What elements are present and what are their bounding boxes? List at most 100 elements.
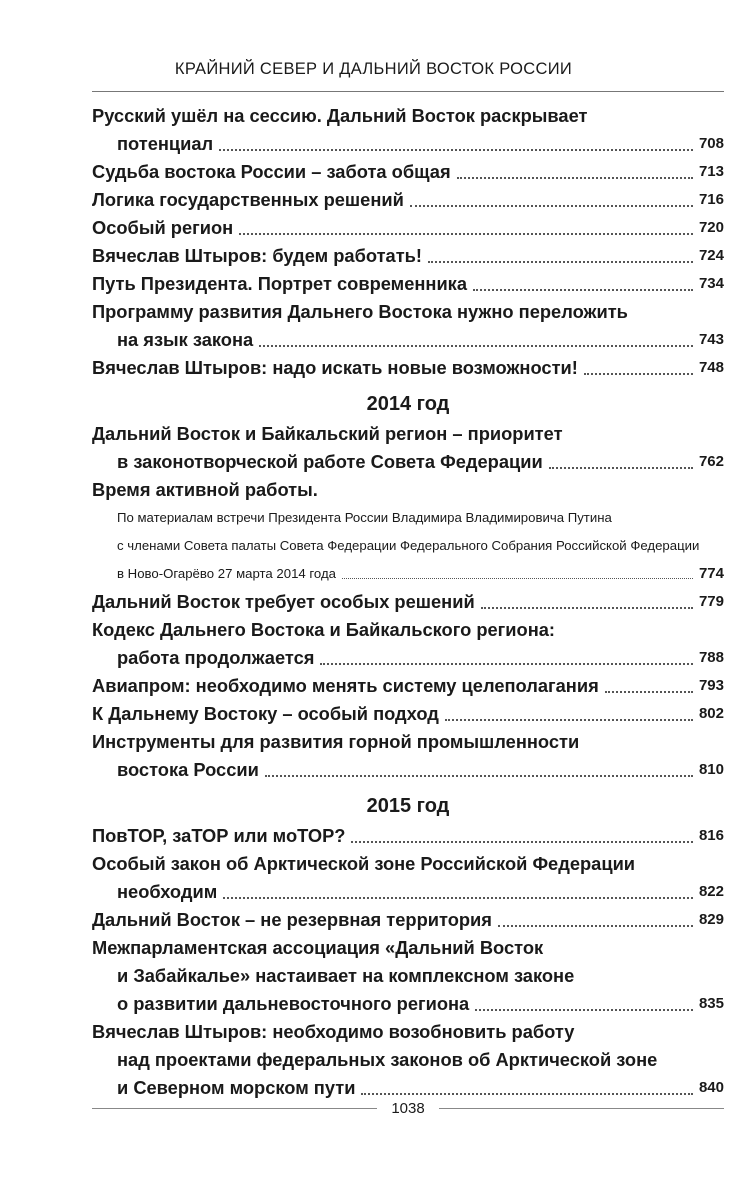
toc-entry[interactable]: ПовТОР, заТОР или моТОР? 816 <box>92 822 724 850</box>
entry-title-text: работа продолжается <box>117 647 315 668</box>
entry-title-text: Особый закон об Арктической зоне Российс… <box>92 853 636 874</box>
dot-leader <box>444 700 693 721</box>
toc-entry[interactable]: Кодекс Дальнего Востока и Байкальского р… <box>92 616 724 672</box>
toc-entry[interactable]: Судьба востока России – забота общая 713 <box>92 158 724 186</box>
dot-leader <box>259 326 693 347</box>
entry-title-text: Вячеслав Штыров: надо искать новые возмо… <box>92 357 578 378</box>
entry-title-line: работа продолжается 788 <box>92 644 724 672</box>
entry-title-text: и Северном морском пути <box>117 1077 356 1098</box>
entry-page-number: 788 <box>698 649 724 666</box>
running-header: КРАЙНИЙ СЕВЕР И ДАЛЬНИЙ ВОСТОК РОССИИ <box>174 60 573 78</box>
toc-entry[interactable]: Особый регион 720 <box>92 214 724 242</box>
entry-title-text: Русский ушёл на сессию. Дальний Восток р… <box>92 105 588 126</box>
entry-title-line: Судьба востока России – забота общая 713 <box>92 158 724 186</box>
toc-entry[interactable]: Вячеслав Штыров: надо искать новые возмо… <box>92 354 724 382</box>
dot-leader <box>409 186 693 207</box>
toc-entry[interactable]: Особый закон об Арктической зоне Российс… <box>92 850 724 906</box>
entry-title-line: Вячеслав Штыров: будем работать! 724 <box>92 242 724 270</box>
entry-page-number: 748 <box>698 359 724 376</box>
toc-entry[interactable]: Вячеслав Штыров: необходимо возобновить … <box>92 1018 724 1102</box>
entry-title-text: на язык закона <box>117 329 254 350</box>
entry-title-line: Особый регион 720 <box>92 214 724 242</box>
entry-page-number: 713 <box>698 163 724 180</box>
page-footer: 1038 <box>92 1100 724 1117</box>
entry-title-line: востока России 810 <box>92 756 724 784</box>
entry-page-number: 840 <box>698 1079 724 1096</box>
year-heading: 2015 год <box>366 795 450 817</box>
toc-entry[interactable]: Путь Президента. Портрет современника 734 <box>92 270 724 298</box>
entry-title-text: востока России <box>117 759 259 780</box>
dot-leader <box>264 756 693 777</box>
dot-leader <box>219 130 693 151</box>
entry-title-text: К Дальнему Востоку – особый подход <box>92 703 439 724</box>
entry-title-line: Время активной работы. <box>92 476 724 504</box>
entry-title-text: Дальний Восток требует особых решений <box>92 591 475 612</box>
entry-title-line: необходим 822 <box>92 878 724 906</box>
page-number: 1038 <box>391 1100 425 1117</box>
entry-subtitle-text: с членами Совета палаты Совета Федерации… <box>117 538 700 553</box>
entry-page-number: 743 <box>698 331 724 348</box>
toc-entry[interactable]: Межпарламентская ассоциация «Дальний Вос… <box>92 934 724 1018</box>
entry-subtitle-line: По материалам встречи Президента России … <box>92 504 724 532</box>
entry-title-line: Межпарламентская ассоциация «Дальний Вос… <box>92 934 724 962</box>
entry-title-text: Путь Президента. Портрет современника <box>92 273 467 294</box>
table-of-contents: Русский ушёл на сессию. Дальний Восток р… <box>92 102 724 1102</box>
entry-title-line: Вячеслав Штыров: необходимо возобновить … <box>92 1018 724 1046</box>
toc-entry[interactable]: К Дальнему Востоку – особый подход 802 <box>92 700 724 728</box>
entry-subtitle-line: с членами Совета палаты Совета Федерации… <box>92 532 724 560</box>
toc-entry[interactable]: Дальний Восток – не резервная территория… <box>92 906 724 934</box>
toc-entry[interactable]: Инструменты для развития горной промышле… <box>92 728 724 784</box>
entry-page-number: 829 <box>698 911 724 928</box>
dot-leader <box>239 214 693 235</box>
year-heading: 2014 год <box>366 393 450 415</box>
entry-title-text: над проектами федеральных законов об Арк… <box>117 1049 658 1070</box>
entry-page-number: 716 <box>698 191 724 208</box>
entry-title-line: Программу развития Дальнего Востока нужн… <box>92 298 724 326</box>
entry-title-text: Судьба востока России – забота общая <box>92 161 451 182</box>
entry-title-text: Дальний Восток – не резервная территория <box>92 909 492 930</box>
entry-page-number: 835 <box>698 995 724 1012</box>
entry-title-line: и Северном морском пути 840 <box>92 1074 724 1102</box>
dot-leader <box>361 1074 693 1095</box>
dot-leader <box>223 878 693 899</box>
entry-title-line: Авиапром: необходимо менять систему целе… <box>92 672 724 700</box>
entry-title-text: Особый регион <box>92 217 234 238</box>
entry-title-text: ПовТОР, заТОР или моТОР? <box>92 825 346 846</box>
dot-leader <box>342 560 693 579</box>
entry-title-line: над проектами федеральных законов об Арк… <box>92 1046 724 1074</box>
entry-title-line: Логика государственных решений 716 <box>92 186 724 214</box>
entry-title-line: Русский ушёл на сессию. Дальний Восток р… <box>92 102 724 130</box>
entry-page-number: 724 <box>698 247 724 264</box>
entry-title-text: о развитии дальневосточного региона <box>117 993 470 1014</box>
toc-entry[interactable]: Программу развития Дальнего Востока нужн… <box>92 298 724 354</box>
toc-entry[interactable]: Время активной работы. По материалам встр… <box>92 476 724 588</box>
toc-entry[interactable]: Вячеслав Штыров: будем работать! 724 <box>92 242 724 270</box>
entry-page-number: 802 <box>698 705 724 722</box>
toc-entry[interactable]: Логика государственных решений 716 <box>92 186 724 214</box>
entry-page-number: 720 <box>698 219 724 236</box>
toc-entry[interactable]: Русский ушёл на сессию. Дальний Восток р… <box>92 102 724 158</box>
toc-entry[interactable]: Авиапром: необходимо менять систему целе… <box>92 672 724 700</box>
entry-title-line: в законотворческой работе Совета Федерац… <box>92 448 724 476</box>
toc-entry[interactable]: Дальний Восток и Байкальский регион – пр… <box>92 420 724 476</box>
entry-title-line: ПовТОР, заТОР или моТОР? 816 <box>92 822 724 850</box>
toc-entry[interactable]: Дальний Восток требует особых решений 779 <box>92 588 724 616</box>
entry-title-line: Вячеслав Штыров: надо искать новые возмо… <box>92 354 724 382</box>
entry-page-number: 734 <box>698 275 724 292</box>
entry-page-number: 822 <box>698 883 724 900</box>
entry-subtitle-line: в Ново-Огарёво 27 марта 2014 года 774 <box>92 560 724 588</box>
dot-leader <box>475 990 693 1011</box>
entry-title-text: и Забайкалье» настаивает на комплексном … <box>117 965 575 986</box>
dot-leader <box>427 242 693 263</box>
entry-title-text: Инструменты для развития горной промышле… <box>92 731 580 752</box>
entry-title-text: Авиапром: необходимо менять систему целе… <box>92 675 599 696</box>
entry-title-text: Межпарламентская ассоциация «Дальний Вос… <box>92 937 544 958</box>
entry-title-line: потенциал 708 <box>92 130 724 158</box>
dot-leader <box>604 672 693 693</box>
entry-title-text: Кодекс Дальнего Востока и Байкальского р… <box>92 619 555 640</box>
entry-title-line: Кодекс Дальнего Востока и Байкальского р… <box>92 616 724 644</box>
dot-leader <box>548 448 693 469</box>
entry-page-number: 810 <box>698 761 724 778</box>
entry-page-number: 779 <box>698 593 724 610</box>
entry-title-text: потенциал <box>117 133 214 154</box>
